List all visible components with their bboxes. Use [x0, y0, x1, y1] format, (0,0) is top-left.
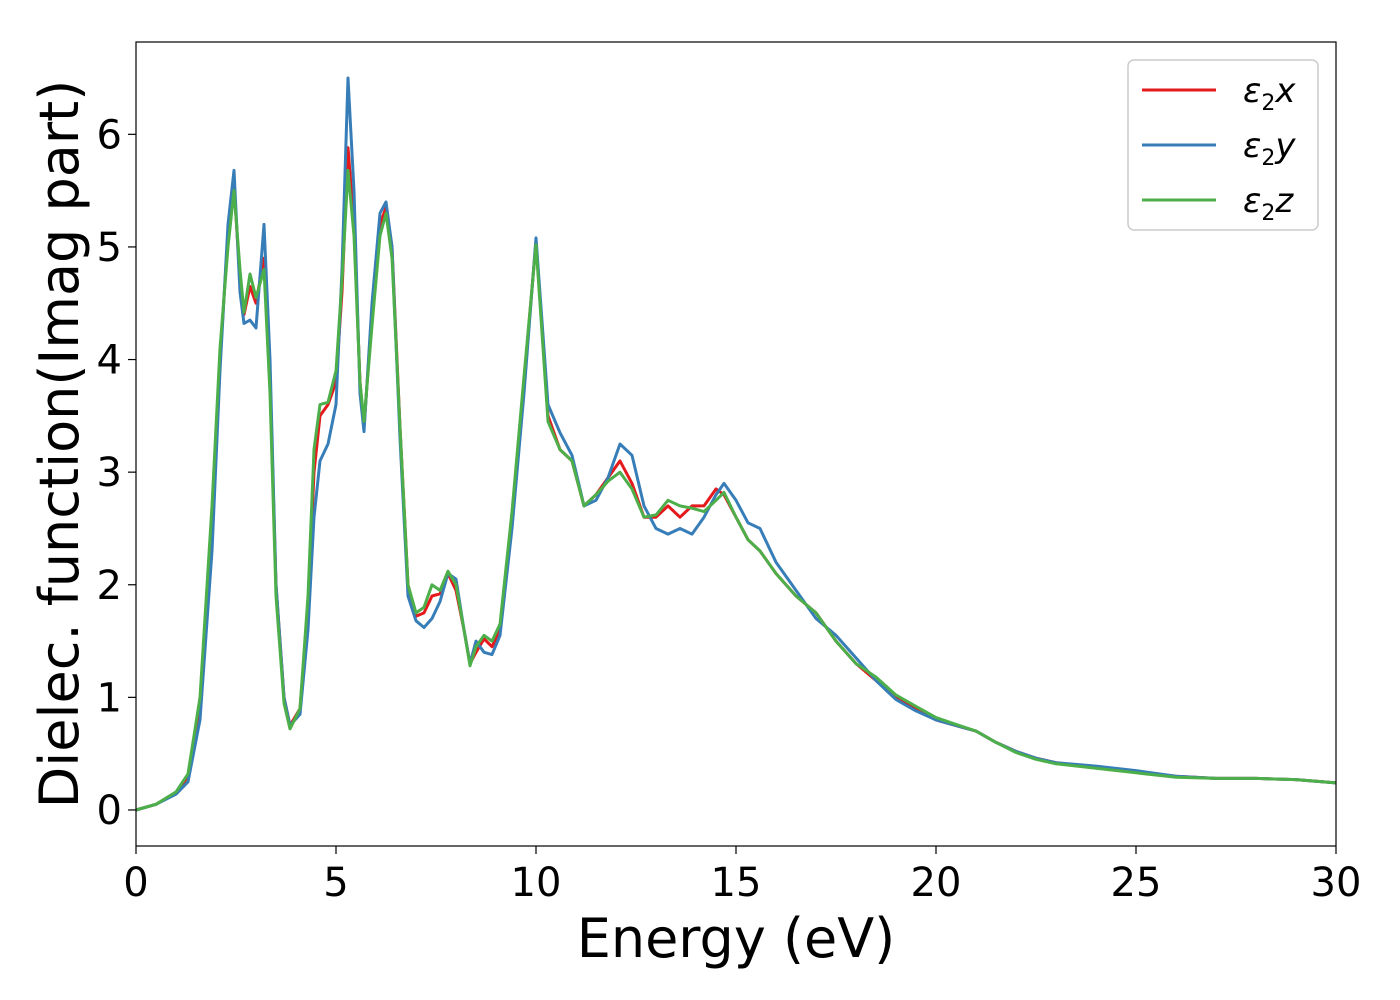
series-lines: [135, 76, 1337, 812]
y-tick-label: 0: [97, 788, 122, 834]
legend-label-base: ε: [1243, 181, 1261, 221]
x-tick-label: 20: [911, 860, 962, 906]
x-tick-label: 10: [511, 860, 562, 906]
y-tick-label: 2: [97, 563, 122, 609]
x-tick-label: 25: [1111, 860, 1162, 906]
x-tick-label: 15: [711, 860, 762, 906]
legend-label-subscript: 2: [1261, 201, 1275, 226]
legend-label-y: ε2y: [1243, 126, 1296, 171]
series-line-z: [135, 168, 1337, 812]
y-tick-label: 1: [97, 675, 122, 721]
y-tick-label: 3: [97, 450, 122, 496]
legend-label-subscript: 2: [1261, 91, 1275, 116]
legend-label-suffix: x: [1274, 71, 1296, 111]
legend-box: [1127, 59, 1319, 231]
legend-label-suffix: z: [1274, 181, 1294, 221]
y-axis-ticks: 0 1 2 3 4 5 6: [97, 112, 136, 834]
legend-label-suffix: y: [1274, 126, 1296, 166]
x-tick-label: 5: [323, 860, 348, 906]
legend-label-x: ε2x: [1243, 71, 1296, 116]
legend-label-subscript: 2: [1261, 146, 1275, 171]
x-tick-label: 0: [123, 860, 148, 906]
x-axis-ticks: 0 5 10 15 20 25 30: [123, 846, 1361, 906]
y-tick-label: 6: [97, 112, 122, 158]
y-tick-label: 5: [97, 225, 122, 271]
x-tick-label: 30: [1311, 860, 1362, 906]
y-tick-label: 4: [97, 338, 122, 384]
x-axis-label: Energy (eV): [577, 907, 896, 970]
legend-label-z: ε2z: [1243, 181, 1294, 226]
legend-label-base: ε: [1243, 126, 1261, 166]
y-axis-label: Dielec. function(Imag part): [28, 80, 91, 809]
legend-label-base: ε: [1243, 71, 1261, 111]
